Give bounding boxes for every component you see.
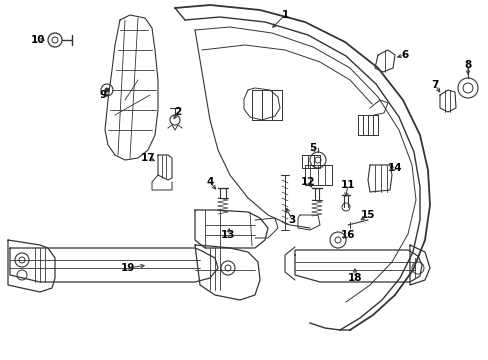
Text: 1: 1: [281, 10, 288, 20]
Text: 14: 14: [387, 163, 402, 173]
Text: 2: 2: [174, 107, 181, 117]
Text: 4: 4: [206, 177, 213, 187]
Text: 16: 16: [340, 230, 354, 240]
Text: 19: 19: [121, 263, 135, 273]
Text: 9: 9: [99, 90, 106, 100]
Text: 15: 15: [360, 210, 374, 220]
Text: 13: 13: [220, 230, 235, 240]
Text: 18: 18: [347, 273, 362, 283]
Text: 12: 12: [300, 177, 315, 187]
Text: 3: 3: [288, 215, 295, 225]
Text: 8: 8: [464, 60, 470, 70]
Circle shape: [105, 88, 109, 92]
Text: 10: 10: [31, 35, 45, 45]
Text: 5: 5: [309, 143, 316, 153]
Text: 6: 6: [401, 50, 408, 60]
Text: 11: 11: [340, 180, 354, 190]
Text: 7: 7: [430, 80, 438, 90]
Text: 17: 17: [141, 153, 155, 163]
